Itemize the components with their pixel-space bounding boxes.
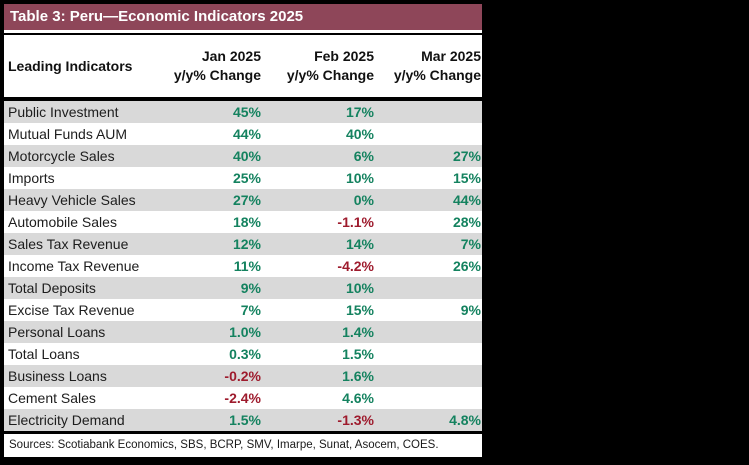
indicator-name: Motorcycle Sales: [8, 148, 115, 164]
footer-rule: [4, 431, 482, 434]
value-mar: 15%: [452, 170, 481, 186]
indicator-name: Excise Tax Revenue: [8, 302, 135, 318]
indicator-name: Personal Loans: [8, 324, 106, 340]
indicator-name: Total Deposits: [8, 280, 96, 296]
value-mar: 9%: [460, 302, 481, 318]
economic-indicators-table: Table 3: Peru—Economic Indicators 2025 L…: [4, 4, 482, 457]
value-feb: 4.6%: [342, 390, 374, 406]
value-feb: 14%: [345, 236, 374, 252]
table-row: Total Deposits 9% 10%: [4, 277, 482, 299]
table-row: Heavy Vehicle Sales 27% 0% 44%: [4, 189, 482, 211]
value-jan: 40%: [232, 148, 261, 164]
indicator-name: Mutual Funds AUM: [8, 126, 128, 142]
value-mar: [375, 343, 482, 365]
column-header-mar: Mar 2025 y/y% Change: [375, 47, 482, 85]
value-jan: 0.3%: [229, 346, 261, 362]
value-jan: -2.4%: [224, 390, 261, 406]
value-feb: 10%: [345, 170, 374, 186]
table-row: Income Tax Revenue 11% -4.2% 26%: [4, 255, 482, 277]
value-mar: [375, 321, 482, 343]
value-feb: -1.3%: [337, 412, 374, 428]
table-title-bar: Table 3: Peru—Economic Indicators 2025: [4, 4, 482, 30]
value-jan: 27%: [232, 192, 261, 208]
indicator-name: Business Loans: [8, 368, 107, 384]
value-mar: 44%: [452, 192, 481, 208]
value-feb: 10%: [345, 280, 374, 296]
value-feb: 1.6%: [342, 368, 374, 384]
indicator-name: Imports: [8, 170, 55, 186]
column-header-row: Leading Indicators Jan 2025 y/y% Change …: [4, 35, 482, 97]
value-feb: -1.1%: [337, 214, 374, 230]
table-row: Sales Tax Revenue 12% 14% 7%: [4, 233, 482, 255]
table-row: Total Loans 0.3% 1.5%: [4, 343, 482, 365]
table-row: Imports 25% 10% 15%: [4, 167, 482, 189]
column-header-feb-sub: y/y% Change: [286, 67, 374, 83]
column-header-mar-sub: y/y% Change: [393, 67, 481, 83]
value-jan: 45%: [232, 104, 261, 120]
indicator-name: Public Investment: [8, 104, 119, 120]
table-body: Public Investment 45% 17% Mutual Funds A…: [4, 101, 482, 431]
value-feb: 1.4%: [342, 324, 374, 340]
column-header-jan-sub: y/y% Change: [173, 67, 261, 83]
column-header-feb-month: Feb 2025: [314, 48, 374, 64]
value-jan: 18%: [232, 214, 261, 230]
table-row: Business Loans -0.2% 1.6%: [4, 365, 482, 387]
value-feb: 40%: [345, 126, 374, 142]
value-feb: 15%: [345, 302, 374, 318]
value-feb: 6%: [353, 148, 374, 164]
value-jan: 1.0%: [229, 324, 261, 340]
indicator-name: Cement Sales: [8, 390, 96, 406]
value-mar: [375, 101, 482, 123]
table-row: Mutual Funds AUM 44% 40%: [4, 123, 482, 145]
value-feb: 0%: [353, 192, 374, 208]
value-jan: 11%: [233, 258, 261, 274]
indicator-name: Sales Tax Revenue: [8, 236, 129, 252]
indicator-name: Electricity Demand: [8, 412, 125, 428]
column-header-mar-month: Mar 2025: [421, 48, 481, 64]
value-mar: [375, 123, 482, 145]
value-mar: 28%: [452, 214, 481, 230]
value-mar: 27%: [452, 148, 481, 164]
column-header-jan-month: Jan 2025: [201, 48, 261, 64]
value-feb: 17%: [345, 104, 374, 120]
column-header-jan: Jan 2025 y/y% Change: [166, 47, 262, 85]
table-row: Cement Sales -2.4% 4.6%: [4, 387, 482, 409]
indicator-name: Heavy Vehicle Sales: [8, 192, 136, 208]
value-mar: 7%: [460, 236, 481, 252]
table-row: Automobile Sales 18% -1.1% 28%: [4, 211, 482, 233]
top-rule: [4, 33, 482, 35]
value-feb: -4.2%: [337, 258, 374, 274]
value-jan: 44%: [232, 126, 261, 142]
table-row: Personal Loans 1.0% 1.4%: [4, 321, 482, 343]
sources-bar: Sources: Scotiabank Economics, SBS, BCRP…: [4, 434, 482, 457]
value-feb: 1.5%: [342, 346, 374, 362]
value-jan: 9%: [240, 280, 261, 296]
title-gap: [4, 30, 482, 33]
column-header-feb: Feb 2025 y/y% Change: [262, 47, 375, 85]
value-mar: 4.8%: [449, 412, 481, 428]
table-row: Motorcycle Sales 40% 6% 27%: [4, 145, 482, 167]
value-mar: [375, 277, 482, 299]
value-jan: 1.5%: [229, 412, 261, 428]
table-row: Electricity Demand 1.5% -1.3% 4.8%: [4, 409, 482, 431]
value-jan: 25%: [232, 170, 261, 186]
value-jan: 12%: [232, 236, 261, 252]
value-mar: [375, 387, 482, 409]
column-header-indicators: Leading Indicators: [8, 58, 133, 74]
indicator-name: Total Loans: [8, 346, 80, 362]
indicator-name: Income Tax Revenue: [8, 258, 140, 274]
table-row: Public Investment 45% 17%: [4, 101, 482, 123]
header-rule: [4, 97, 482, 101]
value-mar: [375, 365, 482, 387]
sources-text: Sources: Scotiabank Economics, SBS, BCRP…: [9, 439, 439, 451]
table-title: Table 3: Peru—Economic Indicators 2025: [10, 8, 304, 25]
table-row: Excise Tax Revenue 7% 15% 9%: [4, 299, 482, 321]
value-mar: 26%: [452, 258, 481, 274]
value-jan: -0.2%: [224, 368, 261, 384]
indicator-name: Automobile Sales: [8, 214, 117, 230]
value-jan: 7%: [240, 302, 261, 318]
